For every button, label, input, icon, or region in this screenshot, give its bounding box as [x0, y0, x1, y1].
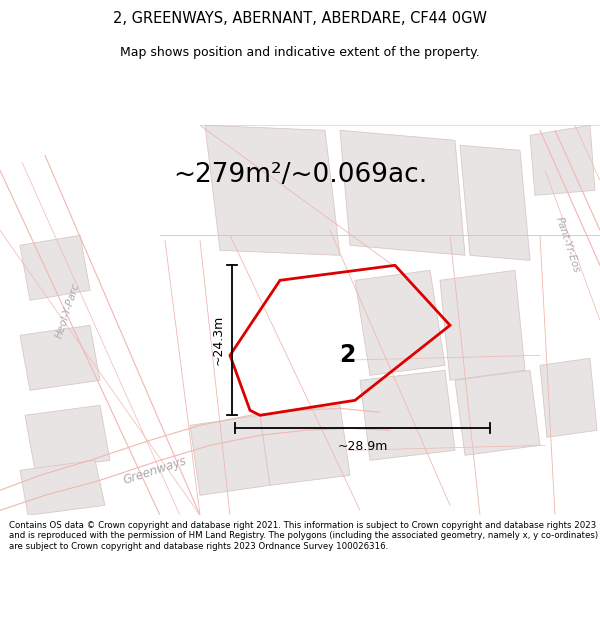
- Text: ~279m²/~0.069ac.: ~279m²/~0.069ac.: [173, 162, 427, 188]
- Polygon shape: [530, 125, 595, 195]
- Text: 2, GREENWAYS, ABERNANT, ABERDARE, CF44 0GW: 2, GREENWAYS, ABERNANT, ABERDARE, CF44 0…: [113, 11, 487, 26]
- Polygon shape: [440, 270, 525, 380]
- Polygon shape: [190, 415, 270, 495]
- Polygon shape: [20, 460, 105, 515]
- Polygon shape: [25, 405, 110, 471]
- Text: ~28.9m: ~28.9m: [337, 440, 388, 452]
- Polygon shape: [260, 405, 350, 485]
- Polygon shape: [460, 145, 530, 260]
- Text: 2: 2: [339, 343, 355, 367]
- Polygon shape: [20, 235, 90, 300]
- Polygon shape: [360, 370, 455, 460]
- Text: Greenways: Greenways: [122, 454, 188, 487]
- Polygon shape: [455, 370, 540, 455]
- Polygon shape: [540, 358, 597, 437]
- Text: Contains OS data © Crown copyright and database right 2021. This information is : Contains OS data © Crown copyright and d…: [9, 521, 598, 551]
- Polygon shape: [355, 270, 445, 375]
- Polygon shape: [205, 125, 340, 255]
- Polygon shape: [340, 130, 465, 255]
- Text: Heol-Y-Parc: Heol-Y-Parc: [55, 281, 82, 339]
- Text: Pant-Yr-Eos: Pant-Yr-Eos: [554, 216, 582, 274]
- Polygon shape: [20, 325, 100, 390]
- Text: ~24.3m: ~24.3m: [212, 315, 224, 366]
- Text: Map shows position and indicative extent of the property.: Map shows position and indicative extent…: [120, 46, 480, 59]
